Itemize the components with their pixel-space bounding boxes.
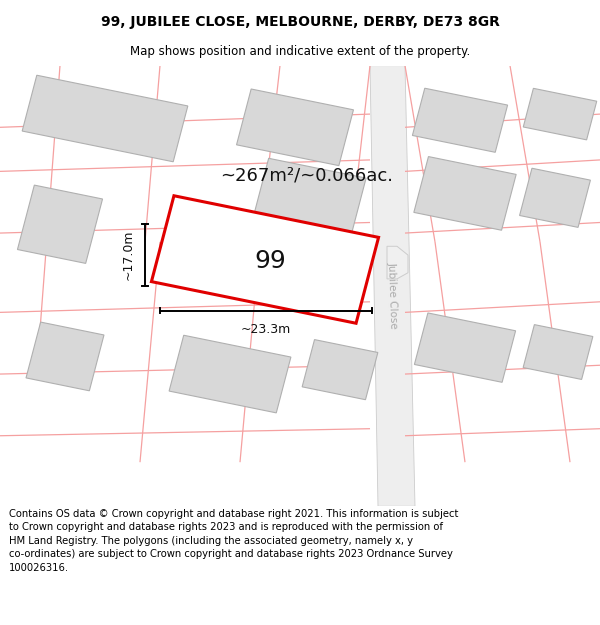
Polygon shape bbox=[26, 322, 104, 391]
Polygon shape bbox=[415, 313, 515, 382]
Text: Jubilee Close: Jubilee Close bbox=[387, 261, 399, 328]
Text: 99, JUBILEE CLOSE, MELBOURNE, DERBY, DE73 8GR: 99, JUBILEE CLOSE, MELBOURNE, DERBY, DE7… bbox=[101, 15, 499, 29]
Text: Map shows position and indicative extent of the property.: Map shows position and indicative extent… bbox=[130, 46, 470, 58]
Polygon shape bbox=[414, 157, 516, 230]
Polygon shape bbox=[151, 196, 379, 323]
Polygon shape bbox=[523, 324, 593, 379]
Polygon shape bbox=[236, 89, 353, 166]
Polygon shape bbox=[17, 185, 103, 263]
Text: ~23.3m: ~23.3m bbox=[241, 323, 291, 336]
Text: ~17.0m: ~17.0m bbox=[122, 230, 135, 281]
Polygon shape bbox=[387, 246, 408, 279]
Polygon shape bbox=[22, 75, 188, 162]
Polygon shape bbox=[523, 88, 597, 140]
Polygon shape bbox=[370, 66, 415, 506]
Polygon shape bbox=[302, 339, 378, 400]
Polygon shape bbox=[412, 88, 508, 152]
Text: ~267m²/~0.066ac.: ~267m²/~0.066ac. bbox=[220, 167, 393, 185]
Polygon shape bbox=[244, 158, 366, 272]
Text: Contains OS data © Crown copyright and database right 2021. This information is : Contains OS data © Crown copyright and d… bbox=[9, 509, 458, 573]
Text: 99: 99 bbox=[254, 249, 286, 273]
Polygon shape bbox=[169, 335, 291, 413]
Polygon shape bbox=[520, 168, 590, 228]
